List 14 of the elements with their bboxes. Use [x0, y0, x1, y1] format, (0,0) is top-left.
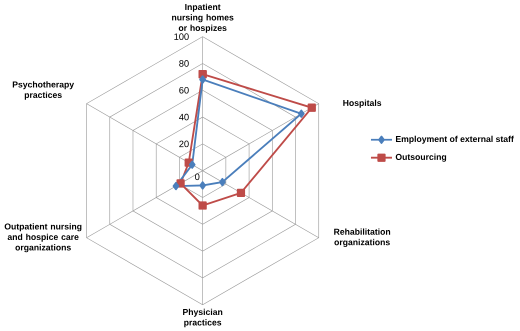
- legend-label: Employment of external staff: [396, 136, 514, 144]
- spoke-label: Hospitals: [343, 100, 382, 108]
- spoke-label: Rehabilitation organizations: [334, 228, 390, 248]
- y-tick-label: 100: [174, 33, 189, 40]
- y-tick-label: 20: [179, 140, 189, 148]
- y-tick-label: 60: [179, 87, 189, 94]
- spoke-label: Outpatient nursing and hospice care organizations: [4, 223, 82, 252]
- y-tick-label: 0: [195, 174, 200, 180]
- y-tick-label: 40: [179, 114, 189, 120]
- y-tick-label: 80: [179, 60, 189, 67]
- spoke-label: Inpatient nursing homes or hospizes: [172, 4, 234, 33]
- spoke-label: Physician practices: [183, 308, 222, 328]
- legend-label: Outsourcing: [396, 154, 446, 162]
- spoke-label: Psychotherapy practices: [12, 81, 74, 100]
